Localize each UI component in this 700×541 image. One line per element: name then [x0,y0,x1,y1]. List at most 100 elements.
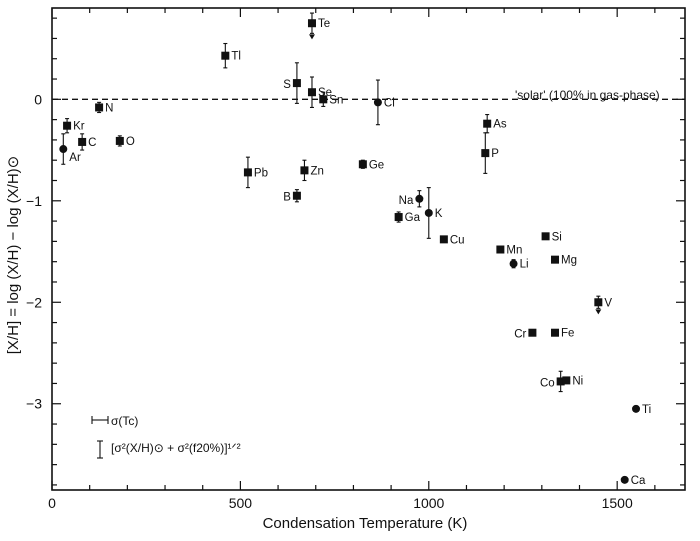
data-point-mg: Mg [551,255,577,267]
marker-square [307,19,316,28]
x-tick-label: 1500 [602,495,633,511]
x-tick-label: 500 [229,495,253,511]
error-legend [91,416,109,459]
data-point-tl: Tl [221,42,241,69]
data-point-p: P [481,132,499,174]
marker-square [496,245,505,254]
data-point-pb: Pb [243,156,268,189]
marker-square [78,137,87,146]
marker-square [594,298,603,307]
data-point-co: Co [540,370,565,393]
marker-square [307,88,316,97]
marker-square [243,168,252,177]
data-point-cu: Cu [439,234,465,246]
point-label: Zn [310,165,323,177]
point-label: Te [318,18,330,30]
point-label: Li [520,259,529,271]
data-point-kr: Kr [63,118,85,134]
marker-square [115,136,124,145]
point-label: Cr [514,329,526,341]
marker-square [483,119,492,128]
point-label: Kr [73,121,85,133]
y-tick-label: −2 [26,294,42,310]
marker-square [528,328,537,337]
data-point-ca: Ca [620,475,646,487]
data-point-sn: Sn [319,91,343,107]
data-point-ga: Ga [394,211,421,224]
x-error-note: σ(Tc) [111,414,138,428]
data-point-si: Si [541,231,562,243]
y-tick-label: −3 [26,396,42,412]
point-label: Fe [561,328,574,340]
point-label: Na [399,195,414,207]
data-point-fe: Fe [551,328,574,340]
point-label: Ni [572,375,583,387]
point-label: P [491,148,499,160]
x-axis-label: Condensation Temperature (K) [263,515,468,532]
marker-square [562,376,571,385]
data-point-te: Te [307,12,330,40]
data-point-cr: Cr [514,328,537,341]
point-label: Ti [642,404,651,416]
marker-square [95,103,104,112]
point-label: Pb [254,167,268,179]
data-point-c: C [78,133,96,151]
marker-circle [424,208,433,217]
marker-square [481,149,490,158]
x-tick-label: 0 [48,495,56,511]
data-point-mn: Mn [496,245,522,257]
data-point-na: Na [399,190,424,208]
point-label: K [435,208,443,220]
x-tick-label: 1000 [413,495,444,511]
point-label: C [88,137,96,149]
marker-square [551,255,560,264]
marker-square [358,160,367,169]
axes-layer: 0 500 1000 1500 0 −1 −2 −3 [26,7,686,511]
point-label: Mn [506,245,522,257]
data-point-k: K [424,187,443,239]
point-label: As [493,119,507,131]
y-tick-label: 0 [34,91,42,107]
data-point-li: Li [509,259,529,271]
point-label: Sn [329,94,343,106]
marker-square [394,213,403,222]
point-label: Co [540,377,555,389]
point-label: B [283,192,291,204]
upper-limit-arrow [595,309,602,315]
marker-circle [373,98,382,107]
point-label: Ga [405,212,421,224]
upper-limit-arrow [308,34,315,40]
marker-circle [59,145,68,154]
marker-square [292,79,301,88]
marker-square [63,121,72,130]
marker-square [292,191,301,200]
data-point-cl: Cl [373,79,395,126]
data-point-ge: Ge [358,159,384,171]
reference-line-label: 'solar' (100% in gas-phase) [515,88,660,102]
data-point-ar: Ar [59,133,81,165]
point-label: Cu [450,234,465,246]
point-label: Ge [369,159,384,171]
data-point-o: O [115,135,135,148]
point-label: O [126,136,135,148]
marker-circle [620,475,629,484]
y-tick-label: −1 [26,193,42,209]
point-label: Ca [631,475,646,487]
data-point-b: B [283,189,301,204]
data-point-as: As [483,113,507,134]
point-label: Cl [384,97,395,109]
y-error-note: [σ²(X/H)⊙ + σ²(f20%)]¹ᐟ² [111,441,241,455]
marker-square [541,232,550,241]
marker-square [551,328,560,337]
data-point-s: S [283,62,301,104]
data-point-ni: Ni [562,375,583,387]
data-point-zn: Zn [300,159,324,182]
marker-square [556,377,565,386]
point-label: Mg [561,255,577,267]
marker-circle [632,404,641,413]
plot-frame [51,7,686,491]
marker-square [300,166,309,175]
marker-square [439,235,448,244]
